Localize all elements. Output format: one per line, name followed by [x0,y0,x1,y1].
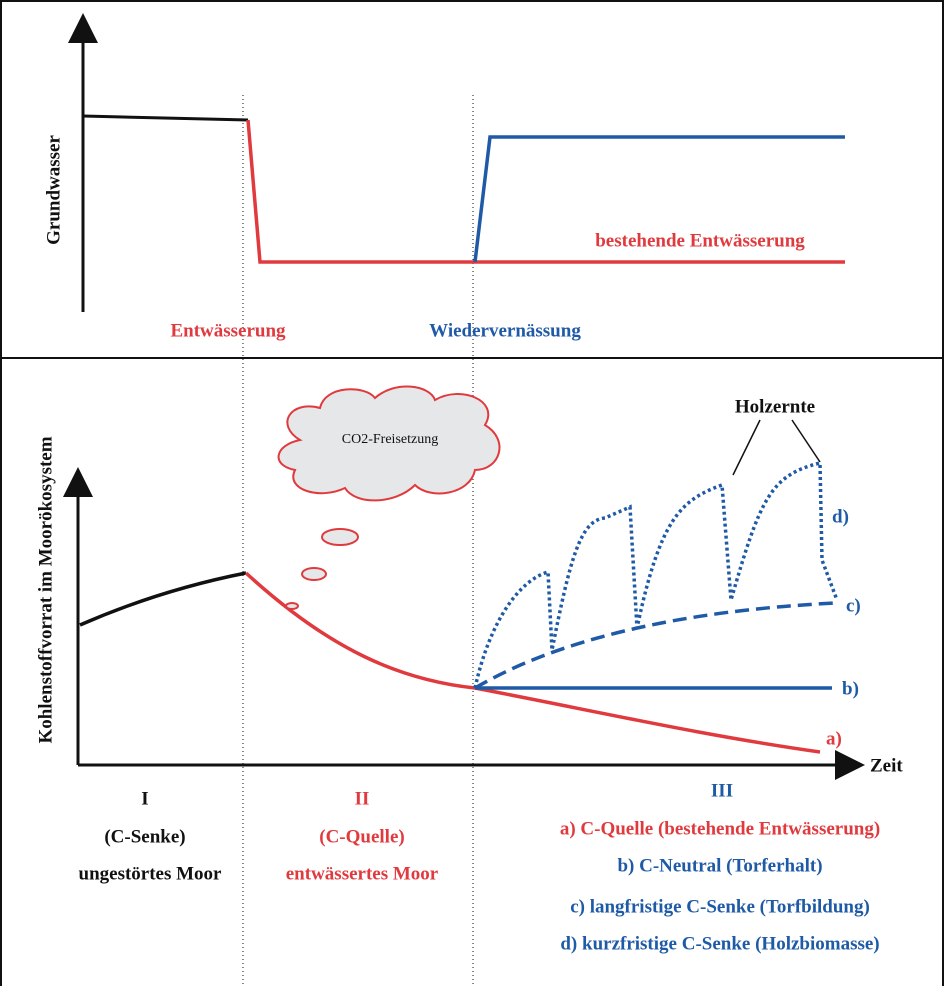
phase-description: entwässertes Moor [286,863,439,884]
y-label: Grundwasser [43,135,64,245]
pointer [792,420,820,462]
phase-texts: I (C-Senke) ungestörtes Moor II (C-Quell… [79,780,881,954]
pointer [733,420,760,475]
curve-label: b) [842,678,859,699]
phase-number: III [711,780,733,801]
y-label: Kohlenstoffvorrat im Moorökosystem [35,436,56,743]
cloud-label: CO2-Freisetzung [342,432,438,447]
diagram: Grundwasser bestehende Entwässerung Entw… [0,0,944,986]
phase-label: Wiedervernässung [429,320,581,341]
carbon-wood [475,463,837,688]
x-label: Zeit [870,755,903,776]
phase-role: (C-Senke) [104,826,185,847]
phase-number: II [355,788,370,809]
top-panel: Grundwasser bestehende Entwässerung Entw… [43,28,845,341]
scenario: c) langfristige C-Senke (Torfbildung) [570,896,870,917]
water-natural [83,116,248,120]
phase-number: I [141,788,148,809]
phase-label: Entwässerung [170,320,286,341]
scenario: b) C-Neutral (Torferhalt) [617,855,822,876]
bottom-panel: Zeit Kohlenstoffvorrat im Moorökosystem … [35,386,903,776]
carbon-natural [80,573,246,625]
curve-label: d) [832,506,849,527]
bubble [302,568,326,580]
carbon-drained [246,573,820,752]
phase-description: ungestörtes Moor [79,863,223,884]
scenario: d) kurzfristige C-Senke (Holzbiomasse) [560,933,879,954]
carbon-peat [475,603,835,688]
harvest-label: Holzernte [735,396,815,417]
curve-label: a) [826,728,842,749]
line-label: bestehende Entwässerung [595,230,805,251]
phase-role: (C-Quelle) [319,826,404,847]
bubble [322,529,358,545]
bubble [286,603,298,609]
scenario: a) C-Quelle (bestehende Entwässerung) [560,818,880,839]
curve-label: c) [846,595,861,616]
